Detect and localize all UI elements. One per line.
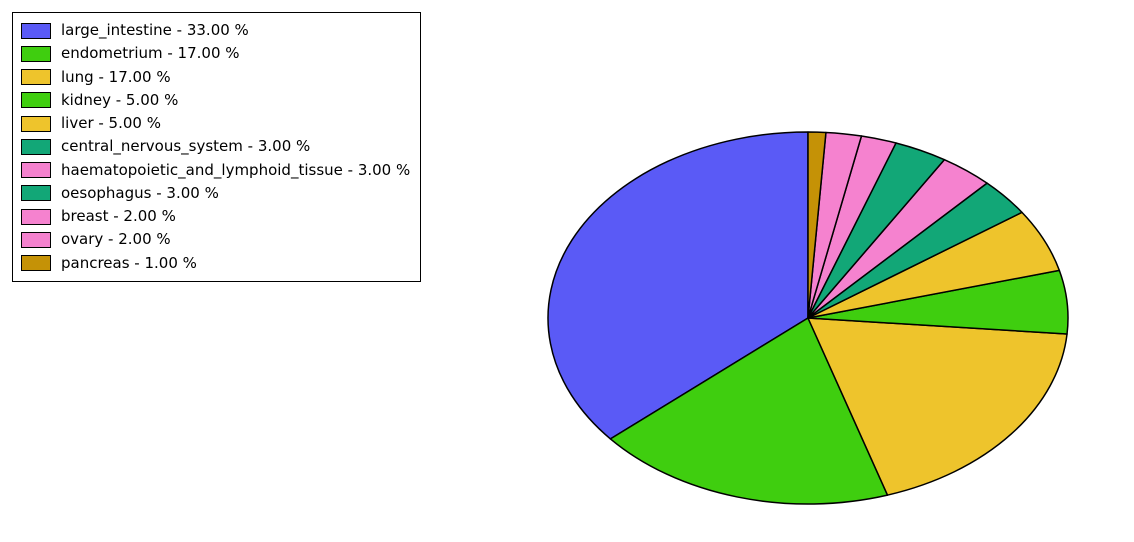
pie-chart: 33171755333221 bbox=[0, 0, 1134, 542]
pie-svg: 33171755333221 bbox=[0, 0, 1134, 538]
